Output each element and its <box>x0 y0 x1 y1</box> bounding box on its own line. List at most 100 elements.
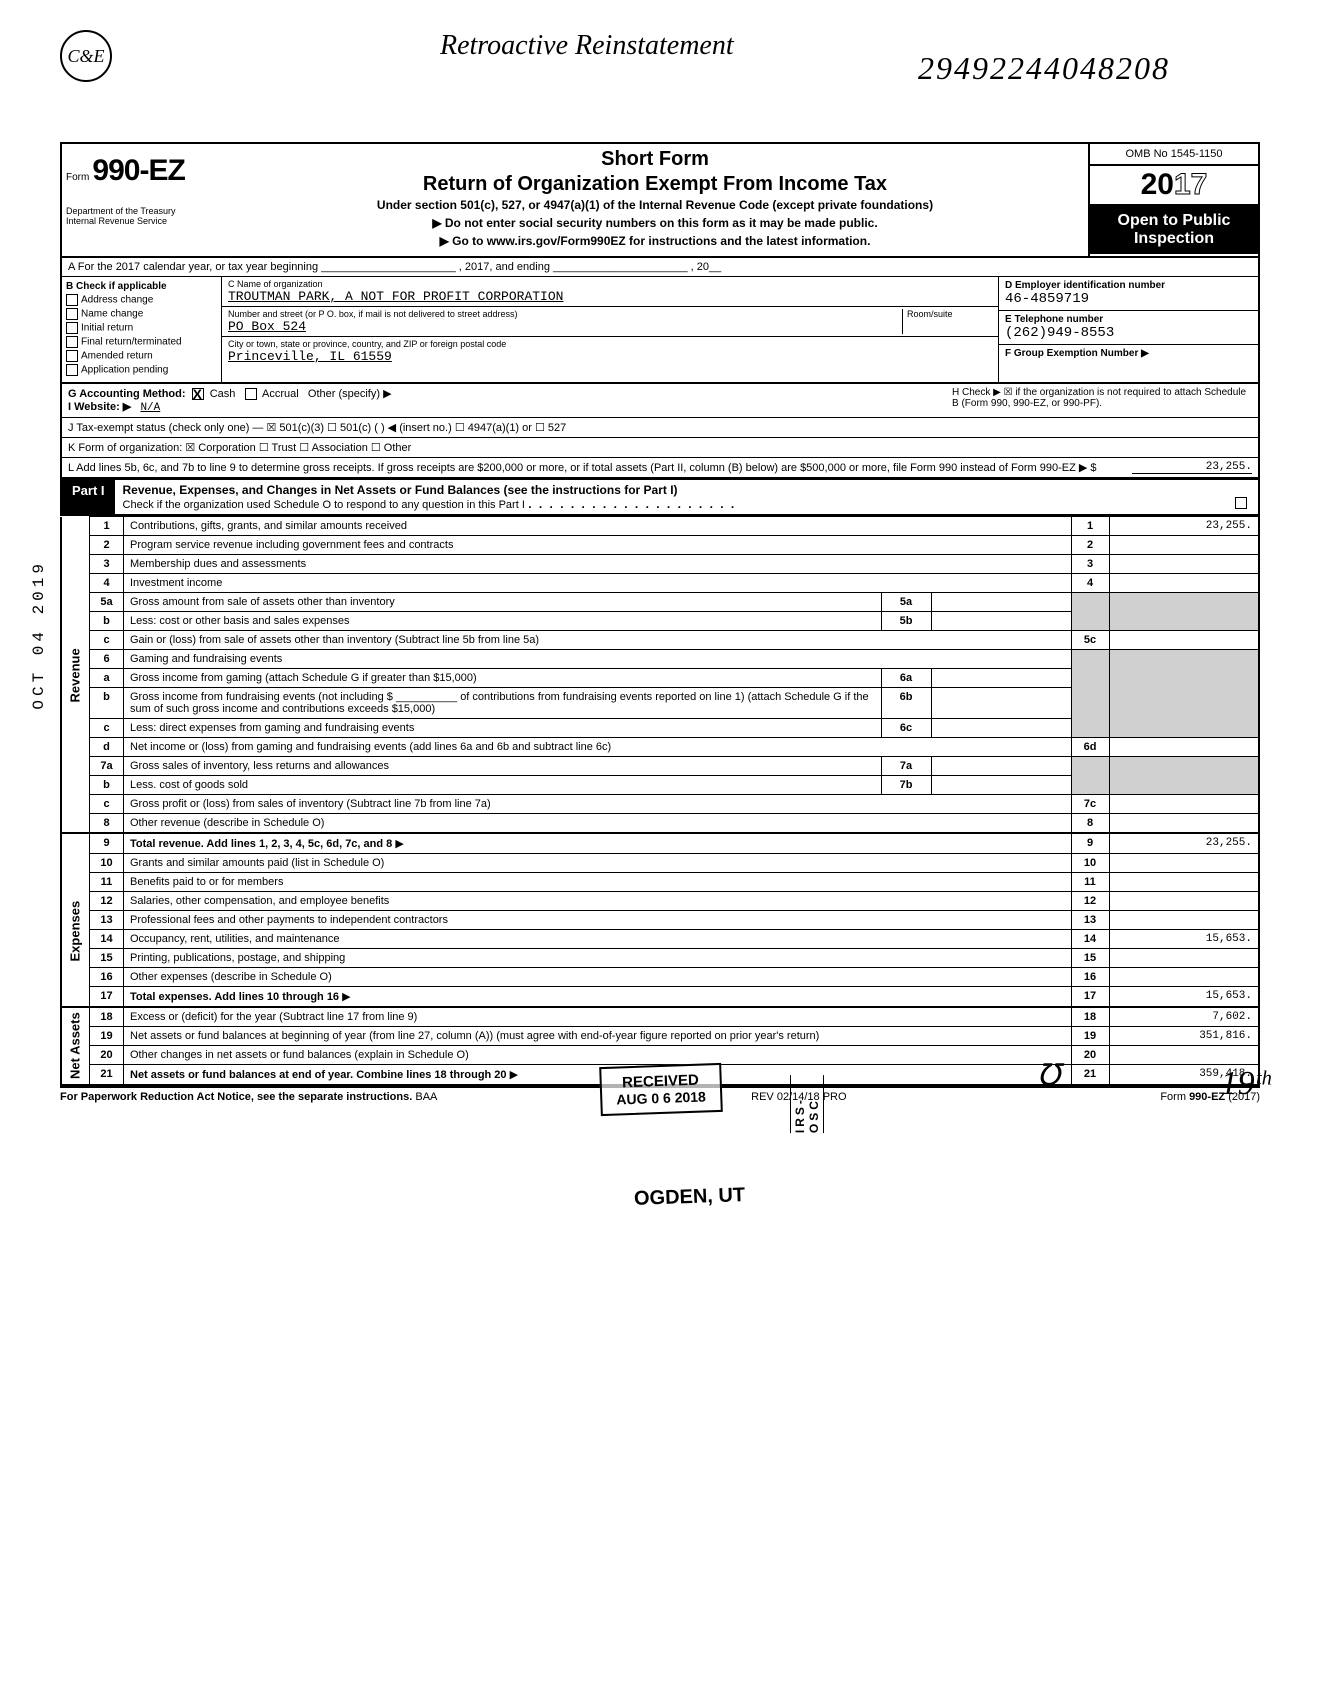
ln12-amt <box>1109 892 1259 911</box>
ln14-amt: 15,653. <box>1109 930 1259 949</box>
ln7a-sb: 7a <box>881 757 931 776</box>
ln18-rnum: 18 <box>1071 1007 1109 1027</box>
lbl-final-return: Final return/terminated <box>81 337 182 348</box>
ein-label: D Employer identification number <box>1005 280 1252 291</box>
ln6a-sv <box>931 669 1071 688</box>
form-number: 990-EZ <box>92 154 184 187</box>
footer-baa: BAA <box>415 1091 437 1103</box>
ogden-stamp: OGDEN, UT <box>619 1178 759 1218</box>
ln2-amt <box>1109 536 1259 555</box>
ln6a-sb: 6a <box>881 669 931 688</box>
ln18-num: 18 <box>90 1007 124 1027</box>
chk-initial-return[interactable] <box>66 322 78 334</box>
lbl-cash: Cash <box>210 388 236 400</box>
ln11-rnum: 11 <box>1071 873 1109 892</box>
ln3-amt <box>1109 555 1259 574</box>
ln11-desc: Benefits paid to or for members <box>130 876 283 888</box>
ln7b-sv <box>931 776 1071 795</box>
dots <box>528 497 736 511</box>
chk-name-change[interactable] <box>66 308 78 320</box>
shade-7a <box>1109 757 1259 795</box>
ln7b-num: b <box>90 776 124 795</box>
chk-amended[interactable] <box>66 350 78 362</box>
ln20-desc: Other changes in net assets or fund bala… <box>130 1049 469 1061</box>
ln15-num: 15 <box>90 949 124 968</box>
ln7b-sb: 7b <box>881 776 931 795</box>
lbl-amended: Amended return <box>81 351 153 362</box>
stamp-date: AUG 0 6 2018 <box>616 1088 706 1107</box>
ln20-num: 20 <box>90 1046 124 1065</box>
expenses-section-label: Expenses <box>61 854 90 1008</box>
accounting-method-label: G Accounting Method: <box>68 388 186 400</box>
ln1-num: 1 <box>90 517 124 536</box>
row-j: J Tax-exempt status (check only one) — ☒… <box>60 418 1260 438</box>
omb-number: OMB No 1545-1150 <box>1090 144 1258 166</box>
ln8-desc: Other revenue (describe in Schedule O) <box>130 817 324 829</box>
bottom-handwriting: 19ᵗʰ <box>1221 1065 1270 1103</box>
chk-address-change[interactable] <box>66 294 78 306</box>
ln2-rnum: 2 <box>1071 536 1109 555</box>
part1-check-line: Check if the organization used Schedule … <box>123 499 525 511</box>
ln15-desc: Printing, publications, postage, and shi… <box>130 952 345 964</box>
shade-7 <box>1071 757 1109 795</box>
ln9-desc: Total revenue. Add lines 1, 2, 3, 4, 5c,… <box>130 838 392 850</box>
revenue-section-label: Revenue <box>61 517 90 834</box>
lbl-initial-return: Initial return <box>81 323 133 334</box>
netassets-section-label: Net Assets <box>61 1007 90 1085</box>
ln20-rnum: 20 <box>1071 1046 1109 1065</box>
footer-left: For Paperwork Reduction Act Notice, see … <box>60 1091 412 1103</box>
ln7b-desc: Less. cost of goods sold <box>130 779 248 791</box>
ln12-rnum: 12 <box>1071 892 1109 911</box>
ln5a-sb: 5a <box>881 593 931 612</box>
chk-schedule-o-part1[interactable] <box>1235 497 1247 509</box>
group-exempt-label: F Group Exemption Number ▶ <box>1005 348 1252 359</box>
ln6b-desc: Gross income from fundraising events (no… <box>130 691 869 715</box>
ln13-rnum: 13 <box>1071 911 1109 930</box>
ln6b-sv <box>931 688 1071 719</box>
ln7c-amt <box>1109 795 1259 814</box>
street-label: Number and street (or P O. box, if mail … <box>228 309 902 319</box>
chk-accrual[interactable] <box>245 388 257 400</box>
row-k: K Form of organization: ☒ Corporation ☐ … <box>60 438 1260 458</box>
phone-label: E Telephone number <box>1005 314 1252 325</box>
col-b-checkboxes: B Check if applicable Address change Nam… <box>62 277 222 382</box>
street-value: PO Box 524 <box>228 319 902 334</box>
ln8-rnum: 8 <box>1071 814 1109 834</box>
ln7c-num: c <box>90 795 124 814</box>
chk-final-return[interactable] <box>66 336 78 348</box>
ln14-num: 14 <box>90 930 124 949</box>
ln4-rnum: 4 <box>1071 574 1109 593</box>
ln5b-desc: Less: cost or other basis and sales expe… <box>130 615 350 627</box>
col-b-title: B Check if applicable <box>66 281 217 292</box>
ln8-amt <box>1109 814 1259 834</box>
ln5a-desc: Gross amount from sale of assets other t… <box>130 596 395 608</box>
initial-symbol: ℧ <box>1037 1058 1060 1093</box>
logo-circle: C&E <box>60 30 112 82</box>
ln5a-sv <box>931 593 1071 612</box>
ln1-desc: Contributions, gifts, grants, and simila… <box>130 520 407 532</box>
chk-app-pending[interactable] <box>66 364 78 376</box>
ln7c-rnum: 7c <box>1071 795 1109 814</box>
dln-number: 29492244048208 <box>918 50 1170 87</box>
ln6c-num: c <box>90 719 124 738</box>
lbl-app-pending: Application pending <box>81 365 168 376</box>
stamp-side: IRS-OSC <box>790 1075 824 1133</box>
ln10-num: 10 <box>90 854 124 873</box>
blank-rot-9 <box>61 833 90 854</box>
ln17-amt: 15,653. <box>1109 987 1259 1008</box>
ln4-num: 4 <box>90 574 124 593</box>
ln6c-sv <box>931 719 1071 738</box>
ln4-amt <box>1109 574 1259 593</box>
ln6-desc: Gaming and fundraising events <box>130 653 282 665</box>
footer-form-prefix: Form <box>1160 1091 1186 1103</box>
short-form-label: Short Form <box>230 148 1080 171</box>
ln5c-num: c <box>90 631 124 650</box>
room-label: Room/suite <box>907 309 992 319</box>
ln2-num: 2 <box>90 536 124 555</box>
line-h: H Check ▶ ☒ if the organization is not r… <box>952 387 1252 409</box>
ein-value: 46-4859719 <box>1005 291 1252 307</box>
subtitle: Under section 501(c), 527, or 4947(a)(1)… <box>230 198 1080 212</box>
ln6b-sb: 6b <box>881 688 931 719</box>
chk-cash[interactable] <box>192 388 204 400</box>
part1-header: Part I <box>62 480 115 514</box>
